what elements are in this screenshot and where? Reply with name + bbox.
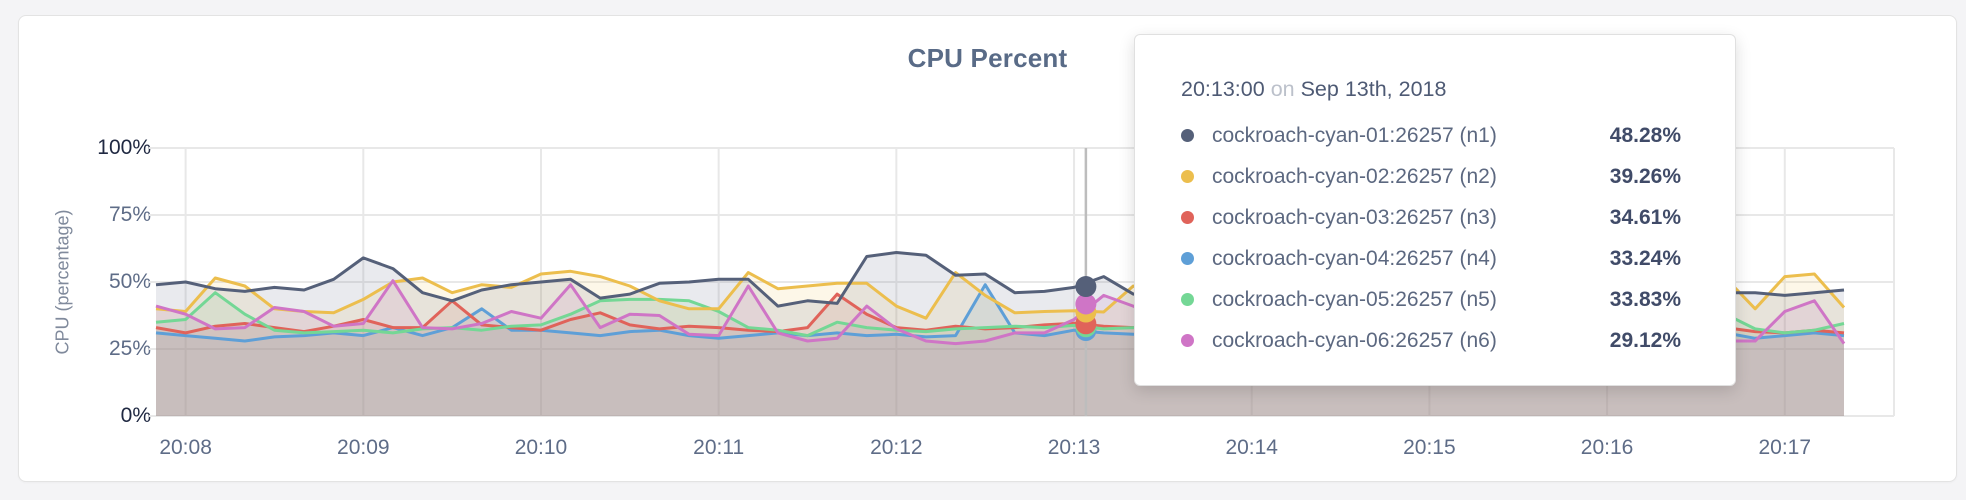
tooltip-series-value: 34.61%: [1609, 205, 1681, 229]
y-tick-label: 50%: [108, 270, 151, 293]
tooltip-series-value: 29.12%: [1609, 328, 1681, 352]
tooltip-series-name: cockroach-cyan-05:26257 (n5): [1212, 287, 1497, 311]
x-tick-label: 20:15: [1403, 436, 1456, 459]
tooltip-rows: cockroach-cyan-01:26257 (n1) 48.28% cockro…: [1181, 115, 1681, 361]
x-tick-label: 20:14: [1225, 436, 1278, 459]
tooltip-series-value: 48.28%: [1609, 123, 1681, 147]
tooltip-row: cockroach-cyan-04:26257 (n4) 33.24%: [1181, 238, 1681, 279]
tooltip-row: cockroach-cyan-05:26257 (n5) 33.83%: [1181, 279, 1681, 320]
tooltip-timestamp: 20:13:00 on Sep 13th, 2018: [1181, 77, 1681, 102]
y-tick-label: 75%: [108, 203, 151, 226]
x-tick-label: 20:10: [514, 436, 568, 459]
tooltip-series-name: cockroach-cyan-03:26257 (n3): [1212, 205, 1497, 229]
series-color-dot-icon: [1181, 129, 1194, 142]
x-tick-label: 20:09: [337, 436, 390, 459]
tooltip-series-value: 39.26%: [1609, 164, 1681, 188]
x-tick-label: 20:16: [1580, 436, 1634, 459]
series-color-dot-icon: [1181, 293, 1194, 306]
hover-dot: [1075, 293, 1097, 315]
series-color-dot-icon: [1181, 252, 1194, 265]
tooltip-row: cockroach-cyan-03:26257 (n3) 34.61%: [1181, 197, 1681, 238]
x-tick-label: 20:13: [1047, 436, 1101, 459]
tooltip-on-word: on: [1270, 77, 1295, 101]
tooltip-series-name: cockroach-cyan-02:26257 (n2): [1212, 164, 1497, 188]
tooltip-row: cockroach-cyan-01:26257 (n1) 48.28%: [1181, 115, 1681, 156]
tooltip-date: Sep 13th, 2018: [1300, 77, 1447, 101]
tooltip-series-name: cockroach-cyan-06:26257 (n6): [1212, 328, 1497, 352]
x-tick-label: 20:12: [870, 436, 923, 459]
tooltip-row: cockroach-cyan-06:26257 (n6) 29.12%: [1181, 320, 1681, 361]
y-tick-label: 0%: [120, 404, 151, 427]
series-color-dot-icon: [1181, 170, 1194, 183]
tooltip-row: cockroach-cyan-02:26257 (n2) 39.26%: [1181, 156, 1681, 197]
tooltip-time: 20:13:00: [1181, 77, 1265, 101]
series-color-dot-icon: [1181, 334, 1194, 347]
y-tick-label: 25%: [108, 337, 151, 360]
hover-dot: [1075, 276, 1097, 298]
x-tick-label: 20:11: [693, 436, 745, 459]
tooltip-series-value: 33.83%: [1609, 287, 1681, 311]
tooltip-series-value: 33.24%: [1609, 246, 1681, 270]
tooltip-series-name: cockroach-cyan-01:26257 (n1): [1212, 123, 1497, 147]
x-tick-label: 20:17: [1758, 436, 1812, 459]
series-color-dot-icon: [1181, 211, 1194, 224]
chart-title: CPU Percent: [907, 43, 1068, 73]
tooltip-series-name: cockroach-cyan-04:26257 (n4): [1212, 246, 1497, 270]
hover-tooltip: 20:13:00 on Sep 13th, 2018 cockroach-cya…: [1134, 34, 1736, 386]
x-tick-label: 20:08: [159, 436, 212, 459]
y-tick-label: 100%: [97, 136, 151, 159]
chart-panel: CPU Percent CPU (percentage) 100% 75% 50% 2…: [18, 15, 1957, 482]
